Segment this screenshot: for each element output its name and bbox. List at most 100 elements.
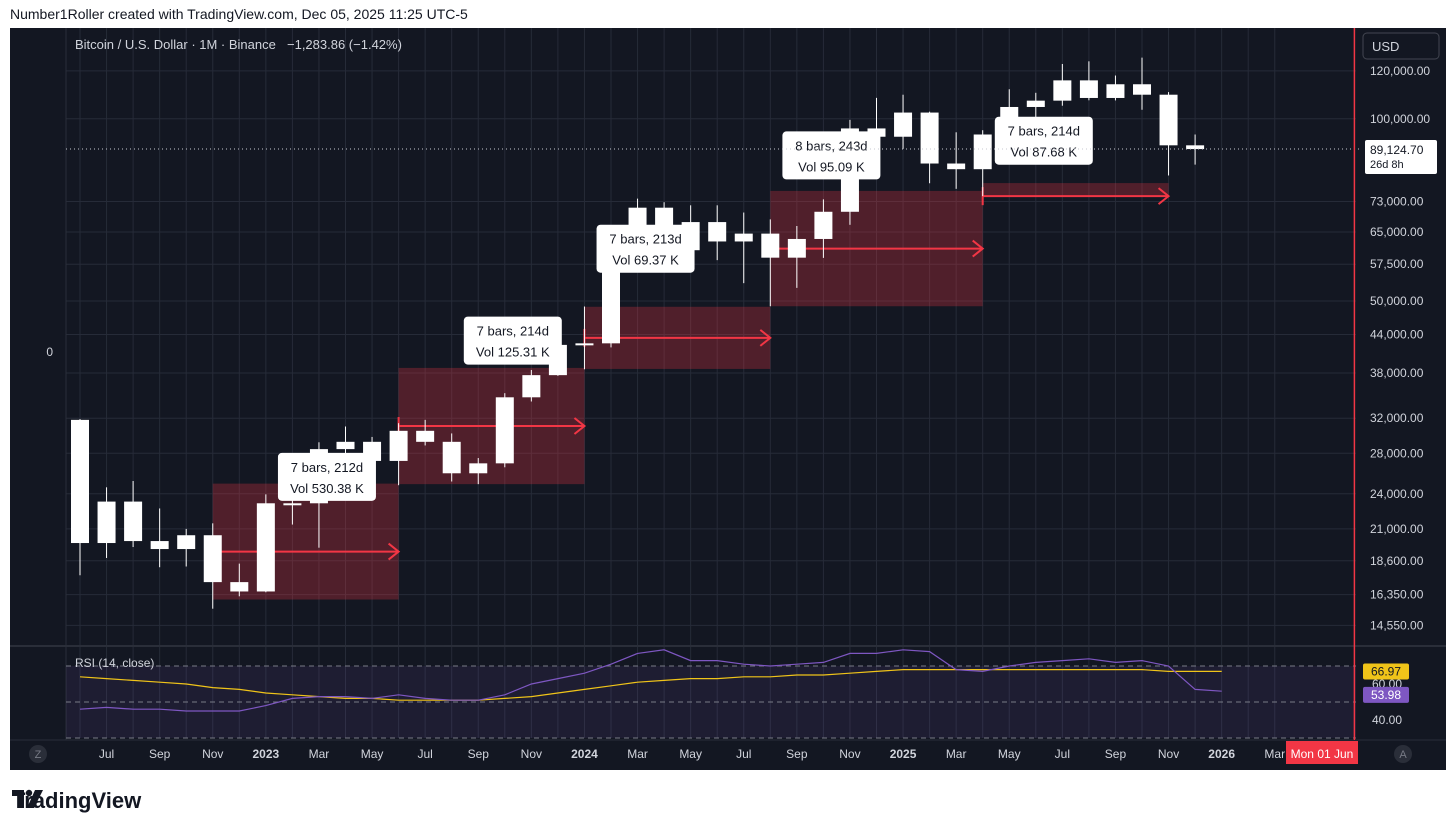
candle-body (947, 163, 966, 170)
symbol-title: Bitcoin / U.S. Dollar · 1M · Binance (75, 37, 276, 52)
range-label-bars: 7 bars, 213d (609, 232, 681, 247)
time-axis-label: Mar (627, 747, 648, 761)
candle-body (708, 222, 727, 242)
last-price-label: 89,124.70 (1370, 143, 1424, 157)
candle-body (336, 441, 355, 450)
time-axis-label: May (998, 747, 1021, 761)
auto-scale-button[interactable] (1394, 745, 1412, 763)
candle-body (256, 503, 275, 592)
range-label-bars: 8 bars, 243d (795, 138, 867, 153)
range-label-volume: Vol 87.68 K (1011, 145, 1078, 160)
cursor-date-label: Mon 01 Jun (1291, 747, 1354, 761)
candle-body (230, 582, 249, 592)
rsi-value: 53.98 (1371, 688, 1401, 702)
last-price-badge (1365, 140, 1437, 175)
candle-body (575, 343, 594, 346)
range-label-box (994, 116, 1093, 165)
tradingview-logo: TradingView (12, 788, 141, 814)
cursor-date-badge (1286, 741, 1358, 764)
rsi-title: RSI (14, close) (75, 656, 154, 670)
candle-body (522, 375, 541, 398)
candle-body (1159, 94, 1178, 146)
candle-body (389, 430, 408, 461)
price-axis-label: 18,600.00 (1370, 554, 1424, 568)
time-axis-label: Jul (1055, 747, 1070, 761)
time-axis-label: 2026 (1208, 747, 1235, 761)
rsi-ma-value: 66.97 (1371, 664, 1401, 678)
candle-body (734, 233, 753, 242)
price-axis-label: 24,000.00 (1370, 487, 1424, 501)
range-label-bars: 7 bars, 214d (1008, 124, 1080, 139)
candle-body (761, 233, 780, 258)
price-axis-label: 38,000.00 (1370, 366, 1424, 380)
candle-body (973, 134, 992, 170)
time-axis-label: Mar (309, 747, 330, 761)
time-axis-label: Jul (417, 747, 432, 761)
candle-body (71, 419, 89, 544)
range-label-box (782, 131, 881, 180)
range-label-box (463, 316, 562, 365)
rsi-ma-line (79, 668, 1222, 701)
time-axis-label: Sep (786, 747, 808, 761)
range-label-volume: Vol 530.38 K (290, 481, 364, 496)
zoom-button-label: Z (35, 749, 42, 761)
candle-body (283, 503, 302, 506)
candle-body (442, 441, 461, 474)
range-arrow-head (387, 542, 401, 561)
left-axis-label: 0 (46, 345, 53, 359)
price-axis-label: 50,000.00 (1370, 294, 1424, 308)
range-label-bars: 7 bars, 212d (291, 460, 363, 475)
candle-body (1133, 84, 1151, 95)
range-box (982, 183, 1169, 197)
rsi-ma-badge (1363, 663, 1409, 680)
candle-body (177, 535, 196, 550)
tradingview-logo-icon (12, 789, 43, 808)
range-arrow-head (573, 417, 587, 435)
price-axis-label: 21,000.00 (1370, 522, 1424, 536)
range-label-volume: Vol 69.37 K (612, 253, 679, 268)
range-arrow-head (1157, 187, 1171, 205)
range-label-volume: Vol 95.09 K (798, 159, 865, 174)
zoom-button[interactable] (29, 745, 47, 763)
time-axis-label: 2024 (571, 747, 598, 761)
price-axis-label: 100,000.00 (1370, 112, 1430, 126)
time-axis-label: Jul (736, 747, 751, 761)
candle-body (203, 535, 222, 583)
currency-button[interactable] (1362, 32, 1440, 60)
time-axis-label: Sep (149, 747, 171, 761)
time-axis-label: Sep (468, 747, 490, 761)
time-axis-label: Nov (202, 747, 223, 761)
auto-scale-button-label: A (1399, 749, 1407, 761)
price-axis-label: 28,000.00 (1370, 446, 1424, 460)
range-label-box (596, 224, 695, 273)
time-axis-label: Sep (1105, 747, 1127, 761)
price-axis-label: 16,350.00 (1370, 588, 1424, 602)
candle-body (1186, 145, 1205, 150)
price-axis-label: 65,000.00 (1370, 225, 1424, 239)
candle-body (416, 430, 435, 442)
candle-body (814, 211, 833, 239)
candle-body (97, 501, 116, 544)
candle-body (787, 238, 806, 258)
candle-body (469, 463, 488, 474)
price-change: −1,283.86 (−1.42%) (287, 37, 402, 52)
price-axis-label: 73,000.00 (1370, 194, 1424, 208)
price-axis-label: 32,000.00 (1370, 411, 1424, 425)
candle-body (124, 501, 143, 542)
rsi-value-badge (1363, 686, 1409, 703)
price-axis-label: 57,500.00 (1370, 257, 1424, 271)
candle-body (150, 541, 169, 550)
price-chart[interactable]: 120,000.00 100,000.00 73,000.00 65,000.00 57… (10, 28, 1446, 770)
time-axis-label: Jul (99, 747, 114, 761)
rsi-axis-label: 40.00 (1372, 713, 1402, 727)
time-axis-label: Nov (1158, 747, 1179, 761)
range-box (212, 483, 399, 600)
price-axis-label: 14,550.00 (1370, 618, 1424, 632)
time-axis-label: Mar (946, 747, 967, 761)
chart-frame[interactable]: 120,000.00 100,000.00 73,000.00 65,000.00 57… (10, 28, 1446, 770)
time-axis-label: Mar (1264, 747, 1285, 761)
price-axis-label: 120,000.00 (1370, 64, 1430, 78)
range-label-bars: 7 bars, 214d (477, 324, 549, 339)
time-axis-label: May (679, 747, 702, 761)
attribution-header: Number1Roller created with TradingView.c… (10, 6, 468, 22)
